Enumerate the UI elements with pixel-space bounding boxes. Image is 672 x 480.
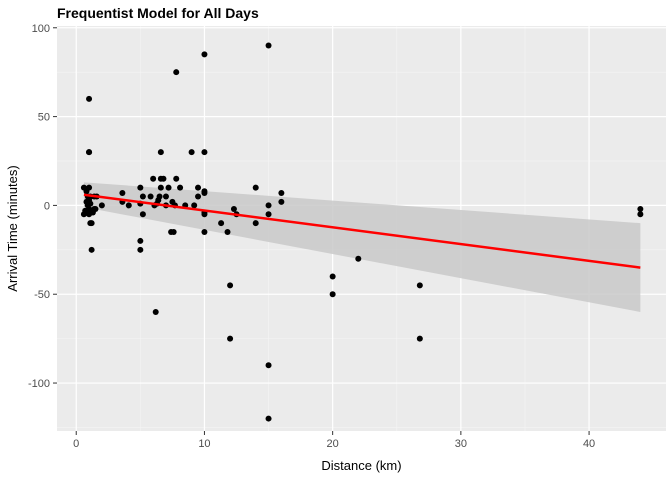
data-point [147, 193, 154, 200]
data-point [157, 184, 164, 191]
data-point [195, 193, 202, 200]
data-point [165, 184, 172, 191]
data-point [170, 229, 177, 236]
y-axis-label: Arrival Time (minutes) [5, 165, 20, 291]
data-point [152, 308, 159, 315]
y-tick-label: -50 [34, 289, 50, 301]
data-point [88, 220, 95, 227]
x-tick-label: 20 [327, 438, 339, 450]
confidence-band-layer [83, 182, 641, 312]
x-tick-label: 40 [583, 438, 595, 450]
data-point [278, 189, 285, 196]
data-point [416, 282, 423, 289]
x-tick-label: 30 [455, 438, 467, 450]
data-point [278, 198, 285, 205]
data-point [218, 220, 225, 227]
data-point [416, 335, 423, 342]
data-point [173, 175, 180, 182]
data-point [265, 202, 272, 209]
y-tick-label: 100 [32, 23, 50, 35]
data-point [265, 415, 272, 422]
data-point [227, 282, 234, 289]
data-point [137, 246, 144, 253]
data-point [177, 184, 184, 191]
data-point [191, 202, 198, 209]
data-point [119, 189, 126, 196]
data-point [265, 362, 272, 369]
data-point [201, 149, 208, 156]
data-point [86, 184, 93, 191]
data-point [252, 184, 259, 191]
data-point [227, 335, 234, 342]
x-tick-label: 0 [73, 438, 79, 450]
data-point [150, 175, 157, 182]
data-point [86, 149, 93, 156]
data-point [137, 237, 144, 244]
data-point [188, 149, 195, 156]
chart-title: Frequentist Model for All Days [57, 5, 259, 21]
data-point [139, 193, 146, 200]
data-point [201, 211, 208, 218]
data-point [86, 95, 93, 102]
fit-line-layer [83, 193, 641, 269]
data-point [160, 175, 167, 182]
data-point [173, 69, 180, 76]
data-point [195, 184, 202, 191]
data-point [252, 220, 259, 227]
data-point [265, 42, 272, 49]
data-point [265, 211, 272, 218]
data-point [87, 200, 94, 207]
data-point [201, 229, 208, 236]
data-point [156, 193, 163, 200]
confidence-band [83, 182, 641, 312]
x-tick-label: 10 [198, 438, 210, 450]
x-axis: 0 10 20 30 40 [73, 431, 595, 450]
y-axis: -100 -50 0 50 100 [28, 23, 57, 390]
data-point [230, 205, 237, 212]
data-point [125, 202, 132, 209]
data-point [157, 149, 164, 156]
data-point [224, 229, 231, 236]
data-point [139, 211, 146, 218]
y-tick-label: 50 [38, 112, 50, 124]
data-point [88, 246, 95, 253]
regression-line [83, 193, 641, 269]
y-tick-label: -100 [28, 378, 50, 390]
x-axis-label: Distance (km) [321, 458, 401, 473]
data-point [201, 189, 208, 196]
data-point [86, 205, 93, 212]
data-point [329, 291, 336, 298]
data-points [80, 42, 644, 422]
data-point [329, 273, 336, 280]
data-point [92, 205, 99, 212]
data-point [137, 184, 144, 191]
data-point [355, 255, 362, 262]
data-point [98, 202, 105, 209]
data-point [201, 51, 208, 58]
data-point [637, 205, 644, 212]
data-point [637, 211, 644, 218]
y-tick-label: 0 [44, 200, 50, 212]
data-point [162, 193, 169, 200]
